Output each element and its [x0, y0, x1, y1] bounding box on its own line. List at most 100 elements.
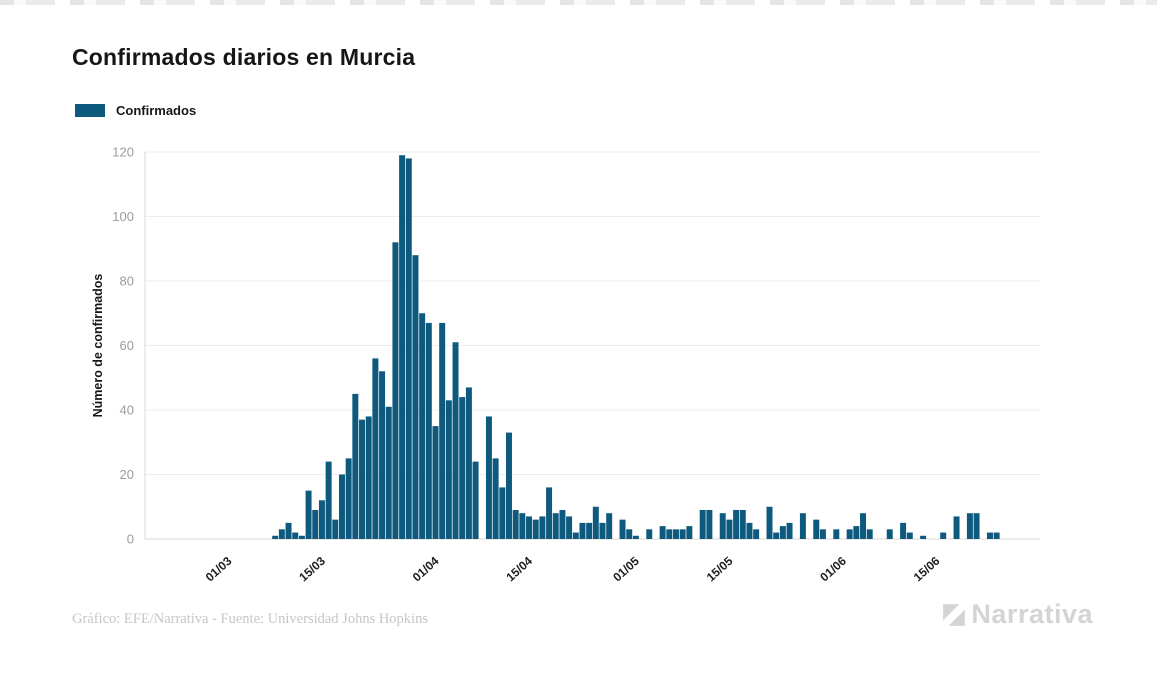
bar[interactable] — [465, 387, 472, 539]
bar[interactable] — [526, 516, 533, 539]
bar[interactable] — [666, 529, 673, 540]
bar[interactable] — [278, 529, 285, 540]
bar[interactable] — [733, 509, 740, 540]
bar[interactable] — [372, 358, 379, 539]
bar[interactable] — [512, 509, 519, 540]
source-credit: Gráfico: EFE/Narrativa - Fuente: Univers… — [72, 611, 428, 627]
bar[interactable] — [866, 529, 873, 540]
bar[interactable] — [298, 535, 305, 539]
bar[interactable] — [445, 400, 452, 539]
bar[interactable] — [485, 416, 492, 539]
bar[interactable] — [305, 490, 312, 540]
bar[interactable] — [519, 513, 526, 539]
bar[interactable] — [813, 519, 820, 539]
bar[interactable] — [312, 509, 319, 540]
bar[interactable] — [599, 522, 606, 540]
bar[interactable] — [619, 519, 626, 539]
bar[interactable] — [325, 461, 332, 539]
bar[interactable] — [566, 516, 573, 539]
bar[interactable] — [860, 513, 867, 539]
bar[interactable] — [365, 416, 372, 539]
bar[interactable] — [559, 509, 566, 540]
bar[interactable] — [546, 487, 553, 539]
bar[interactable] — [399, 155, 406, 539]
bar[interactable] — [532, 519, 539, 539]
bar[interactable] — [452, 342, 459, 539]
bar[interactable] — [632, 535, 639, 539]
bar[interactable] — [886, 529, 893, 540]
bar[interactable] — [318, 500, 325, 539]
bar[interactable] — [846, 529, 853, 540]
bar[interactable] — [646, 529, 653, 540]
bar[interactable] — [505, 432, 512, 539]
bar[interactable] — [906, 532, 913, 539]
bar[interactable] — [626, 529, 633, 540]
bar[interactable] — [412, 255, 419, 539]
bar[interactable] — [766, 506, 773, 539]
bar[interactable] — [940, 532, 947, 539]
bar[interactable] — [439, 322, 446, 539]
legend-label: Confirmados — [116, 103, 197, 118]
bar[interactable] — [292, 532, 299, 539]
x-tick-label: 01/03 — [203, 554, 235, 585]
bar[interactable] — [993, 532, 1000, 539]
bar[interactable] — [786, 522, 793, 540]
bar[interactable] — [579, 522, 586, 540]
bar[interactable] — [425, 322, 432, 539]
bar[interactable] — [659, 526, 666, 539]
bar[interactable] — [706, 509, 713, 540]
x-tick-label: 01/06 — [817, 554, 849, 585]
bar[interactable] — [699, 509, 706, 540]
bar[interactable] — [332, 519, 339, 539]
y-tick-label: 0 — [127, 532, 134, 547]
bar[interactable] — [459, 397, 466, 539]
bar[interactable] — [746, 522, 753, 540]
bar[interactable] — [379, 371, 386, 539]
bar[interactable] — [833, 529, 840, 540]
bar[interactable] — [606, 513, 613, 539]
bar[interactable] — [739, 509, 746, 540]
y-tick-label: 20 — [120, 467, 134, 482]
bar[interactable] — [853, 526, 860, 539]
bar[interactable] — [773, 532, 780, 539]
bar[interactable] — [419, 313, 426, 539]
bar[interactable] — [586, 522, 593, 540]
bar[interactable] — [405, 158, 412, 539]
bar[interactable] — [352, 393, 359, 540]
bar[interactable] — [345, 458, 352, 540]
bar[interactable] — [920, 535, 927, 539]
y-axis-title: Número de confirmados — [91, 274, 105, 418]
bar[interactable] — [819, 529, 826, 540]
bar[interactable] — [592, 506, 599, 539]
bar[interactable] — [338, 474, 345, 540]
bar[interactable] — [552, 513, 559, 539]
bar[interactable] — [986, 532, 993, 539]
bar[interactable] — [779, 526, 786, 539]
bar[interactable] — [539, 516, 546, 539]
bar[interactable] — [679, 529, 686, 540]
y-tick-label: 100 — [112, 209, 134, 224]
bar[interactable] — [726, 519, 733, 539]
x-tick-label: 01/04 — [410, 554, 442, 585]
bar[interactable] — [272, 535, 279, 539]
bar[interactable] — [973, 513, 980, 539]
bar[interactable] — [432, 426, 439, 540]
bar[interactable] — [285, 522, 292, 540]
bar[interactable] — [900, 522, 907, 540]
bar[interactable] — [719, 513, 726, 539]
bar[interactable] — [953, 516, 960, 539]
x-tick-label: 15/03 — [296, 554, 328, 585]
bar[interactable] — [392, 242, 399, 540]
bar[interactable] — [572, 532, 579, 539]
bar[interactable] — [385, 406, 392, 539]
bar[interactable] — [799, 513, 806, 539]
bar[interactable] — [472, 461, 479, 539]
bar[interactable] — [686, 526, 693, 539]
bar[interactable] — [672, 529, 679, 540]
bar[interactable] — [359, 419, 366, 540]
bar[interactable] — [966, 513, 973, 539]
bar[interactable] — [499, 487, 506, 539]
bar[interactable] — [492, 458, 499, 540]
bar[interactable] — [753, 529, 760, 540]
